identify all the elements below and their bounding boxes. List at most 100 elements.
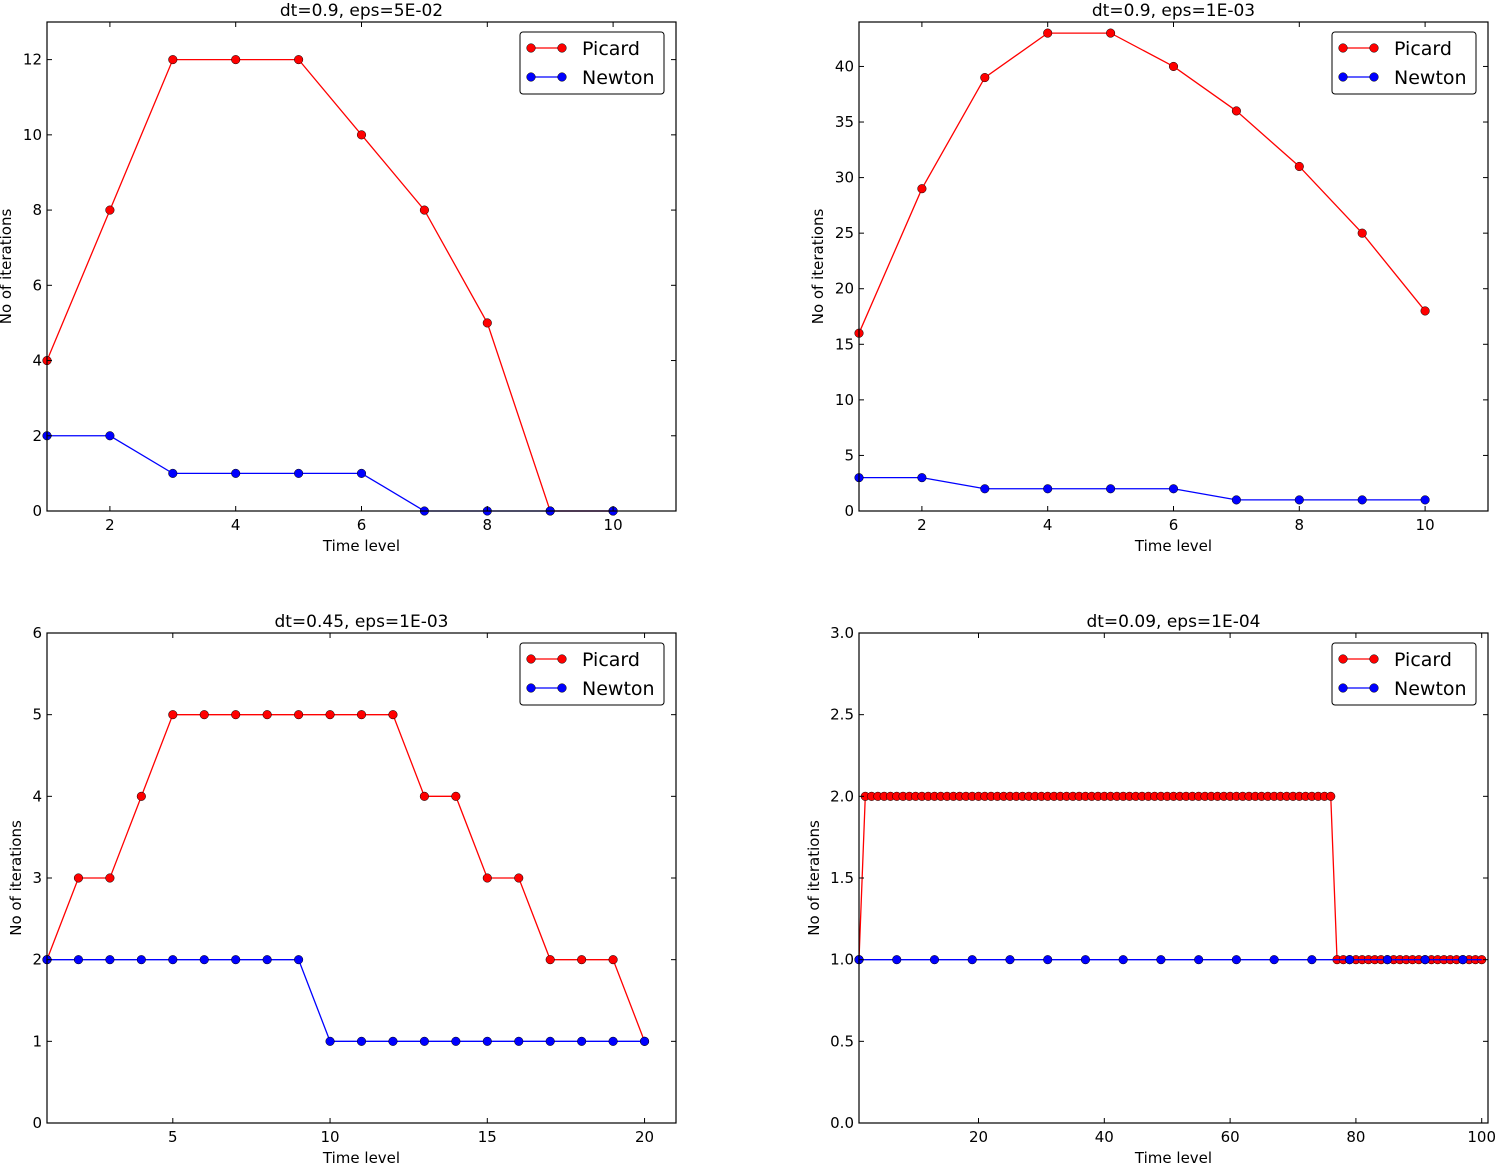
data-point-picard bbox=[1231, 106, 1241, 116]
x-tick-label: 20 bbox=[969, 1128, 988, 1146]
data-point-picard bbox=[231, 710, 241, 720]
data-point-picard bbox=[1420, 306, 1430, 316]
x-tick-label: 8 bbox=[483, 516, 493, 534]
y-tick-label: 1.5 bbox=[830, 869, 854, 887]
y-tick-label: 10 bbox=[835, 391, 854, 409]
y-tick-label: 12 bbox=[23, 51, 42, 69]
data-point-newton bbox=[1269, 955, 1279, 965]
data-point-picard bbox=[73, 873, 83, 883]
data-point-newton bbox=[1231, 955, 1241, 965]
chart-title: dt=0.09, eps=1E-04 bbox=[1086, 612, 1260, 632]
y-tick-label: 5 bbox=[844, 446, 854, 464]
legend-marker-newton bbox=[557, 683, 567, 693]
legend-label-newton: Newton bbox=[582, 678, 655, 700]
data-point-picard bbox=[136, 791, 146, 801]
data-point-picard bbox=[231, 55, 241, 65]
data-point-newton bbox=[168, 955, 178, 965]
data-point-picard bbox=[577, 955, 587, 965]
data-point-picard bbox=[917, 184, 927, 194]
data-point-picard bbox=[168, 710, 178, 720]
y-tick-label: 10 bbox=[23, 126, 42, 144]
data-point-newton bbox=[1458, 955, 1468, 965]
y-axis-label: No of iterations bbox=[805, 820, 823, 936]
data-point-newton bbox=[356, 468, 367, 478]
plot-area bbox=[42, 55, 618, 516]
axes-frame bbox=[46, 21, 677, 512]
data-point-newton bbox=[325, 1036, 335, 1046]
data-point-newton bbox=[168, 468, 178, 478]
x-tick-label: 10 bbox=[1416, 516, 1435, 534]
data-point-newton bbox=[1156, 955, 1166, 965]
data-point-newton bbox=[1345, 955, 1355, 965]
data-point-picard bbox=[1294, 161, 1304, 172]
legend-label-newton: Newton bbox=[1394, 67, 1467, 89]
legend-marker-picard bbox=[1369, 654, 1379, 664]
y-tick-label: 3.0 bbox=[830, 624, 854, 642]
data-point-picard bbox=[1106, 28, 1116, 38]
data-point-newton bbox=[1194, 955, 1204, 965]
legend-marker-newton bbox=[526, 683, 536, 693]
axes-frame bbox=[46, 632, 677, 1124]
x-tick-label: 60 bbox=[1221, 1128, 1240, 1146]
data-point-newton bbox=[1168, 484, 1179, 494]
y-tick-label: 2 bbox=[32, 427, 42, 445]
data-point-newton bbox=[980, 484, 990, 494]
data-point-newton bbox=[1118, 955, 1128, 965]
data-point-newton bbox=[1043, 955, 1053, 965]
legend: Picard Newton bbox=[519, 31, 665, 95]
legend-label-newton: Newton bbox=[582, 67, 655, 89]
y-tick-label: 2 bbox=[32, 951, 42, 969]
y-tick-label: 1.0 bbox=[830, 951, 854, 969]
legend-label-picard: Picard bbox=[582, 38, 640, 60]
legend: Picard Newton bbox=[519, 642, 665, 706]
data-point-newton bbox=[231, 955, 241, 965]
y-axis-label: No of iterations bbox=[809, 209, 827, 325]
x-tick-label: 4 bbox=[1043, 516, 1053, 534]
data-point-newton bbox=[929, 955, 940, 965]
subplot-2: dt=0.9, eps=1E-03 2 4 6 8 10 0 5 10 15 20 25 30 35 40 T… bbox=[809, 1, 1489, 555]
data-point-picard bbox=[356, 710, 367, 720]
legend-marker-picard bbox=[1338, 654, 1348, 664]
chart-title: dt=0.45, eps=1E-03 bbox=[274, 612, 448, 632]
data-point-picard bbox=[294, 55, 304, 65]
data-point-picard bbox=[482, 873, 492, 883]
y-axis-label: No of iterations bbox=[7, 820, 25, 936]
y-tick-label: 4 bbox=[32, 352, 42, 370]
legend-marker-picard bbox=[1369, 43, 1379, 53]
data-point-newton bbox=[577, 1036, 587, 1046]
x-axis-label: Time level bbox=[1134, 537, 1212, 555]
x-tick-label: 2 bbox=[917, 516, 927, 534]
data-point-picard bbox=[419, 791, 429, 801]
x-tick-label: 100 bbox=[1467, 1128, 1496, 1146]
data-point-newton bbox=[482, 1036, 492, 1046]
x-axis-label: Time level bbox=[1134, 1149, 1212, 1164]
data-point-picard bbox=[1043, 28, 1053, 38]
chart-title: dt=0.9, eps=5E-02 bbox=[280, 1, 443, 21]
subplot-1: dt=0.9, eps=5E-02 2 4 6 8 10 0 2 4 6 8 10 12 Time lev… bbox=[0, 1, 677, 555]
series-line-newton bbox=[47, 959, 645, 1042]
legend: Picard Newton bbox=[1331, 31, 1477, 95]
data-point-newton bbox=[294, 468, 304, 478]
legend-marker-picard bbox=[557, 654, 567, 664]
y-tick-label: 4 bbox=[32, 787, 42, 805]
data-point-picard bbox=[1326, 791, 1336, 801]
data-point-newton bbox=[608, 1036, 618, 1046]
legend-marker-newton bbox=[1369, 683, 1379, 693]
x-axis-label: Time level bbox=[322, 1149, 400, 1164]
legend-marker-newton bbox=[557, 72, 567, 82]
data-point-newton bbox=[419, 1036, 429, 1046]
data-point-picard bbox=[1168, 61, 1179, 71]
data-point-newton bbox=[451, 1036, 461, 1046]
data-point-picard bbox=[325, 710, 335, 720]
data-point-newton bbox=[1294, 495, 1304, 505]
y-tick-label: 0.0 bbox=[830, 1114, 854, 1132]
y-tick-label: 25 bbox=[835, 224, 854, 242]
y-tick-label: 35 bbox=[835, 113, 854, 131]
y-tick-label: 2.5 bbox=[830, 706, 854, 724]
legend-label-picard: Picard bbox=[582, 649, 640, 671]
data-point-newton bbox=[1420, 955, 1430, 965]
series-line-picard bbox=[46, 714, 646, 1042]
data-point-newton bbox=[892, 955, 902, 965]
y-tick-label: 5 bbox=[32, 706, 42, 724]
